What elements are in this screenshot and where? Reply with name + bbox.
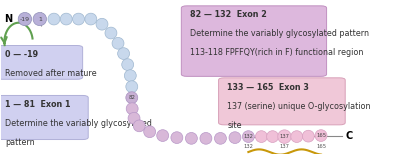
Ellipse shape (214, 132, 226, 144)
Ellipse shape (124, 70, 136, 81)
Ellipse shape (229, 132, 241, 144)
Ellipse shape (171, 132, 183, 144)
Ellipse shape (186, 132, 197, 144)
Text: 132: 132 (243, 144, 253, 149)
Ellipse shape (18, 12, 32, 26)
Text: 137: 137 (280, 144, 290, 149)
FancyBboxPatch shape (181, 6, 326, 76)
Text: 1: 1 (38, 17, 42, 22)
Ellipse shape (302, 130, 314, 142)
Ellipse shape (96, 18, 108, 30)
Ellipse shape (126, 92, 138, 103)
Text: 0 — -19: 0 — -19 (5, 50, 38, 59)
Text: 137: 137 (280, 134, 290, 139)
Text: 132: 132 (243, 134, 253, 139)
Ellipse shape (72, 13, 84, 25)
Text: 137 (serine) unique O-glycosylation: 137 (serine) unique O-glycosylation (227, 102, 371, 111)
Ellipse shape (112, 37, 124, 49)
Text: 133 — 165  Exon 3: 133 — 165 Exon 3 (227, 83, 309, 92)
Ellipse shape (118, 48, 130, 59)
Ellipse shape (278, 130, 291, 143)
Text: 1 — 81  Exon 1: 1 — 81 Exon 1 (5, 100, 71, 109)
Text: C: C (345, 131, 352, 141)
Text: 82: 82 (128, 95, 135, 100)
FancyBboxPatch shape (0, 95, 88, 140)
Text: pattern: pattern (5, 138, 35, 147)
Ellipse shape (200, 132, 212, 144)
Ellipse shape (48, 13, 60, 25)
Text: Determine the variably glycosylated pattern: Determine the variably glycosylated patt… (190, 29, 368, 38)
Ellipse shape (267, 131, 278, 142)
Ellipse shape (122, 59, 134, 71)
Text: Removed after mature: Removed after mature (5, 69, 97, 78)
Ellipse shape (85, 13, 97, 25)
Ellipse shape (105, 27, 117, 39)
Ellipse shape (144, 126, 156, 138)
FancyBboxPatch shape (0, 45, 83, 79)
Ellipse shape (133, 120, 145, 132)
Ellipse shape (256, 131, 267, 142)
Text: 165: 165 (316, 133, 326, 138)
Text: 82 — 132  Exon 2: 82 — 132 Exon 2 (190, 10, 266, 19)
Ellipse shape (315, 130, 327, 141)
Text: Determine the variably glycosylated: Determine the variably glycosylated (5, 119, 152, 128)
Text: 113-118 FPFFQY(rich in F) functional region: 113-118 FPFFQY(rich in F) functional reg… (190, 49, 363, 57)
Ellipse shape (157, 130, 169, 141)
Ellipse shape (242, 131, 254, 142)
Text: -19: -19 (20, 17, 30, 22)
FancyBboxPatch shape (218, 78, 345, 125)
Text: site: site (227, 121, 242, 130)
Ellipse shape (60, 13, 72, 25)
Ellipse shape (126, 81, 138, 93)
Ellipse shape (126, 103, 138, 115)
Ellipse shape (128, 112, 140, 124)
Ellipse shape (291, 131, 303, 142)
Text: N: N (4, 14, 12, 24)
Text: 165: 165 (316, 144, 326, 149)
Ellipse shape (33, 12, 46, 26)
